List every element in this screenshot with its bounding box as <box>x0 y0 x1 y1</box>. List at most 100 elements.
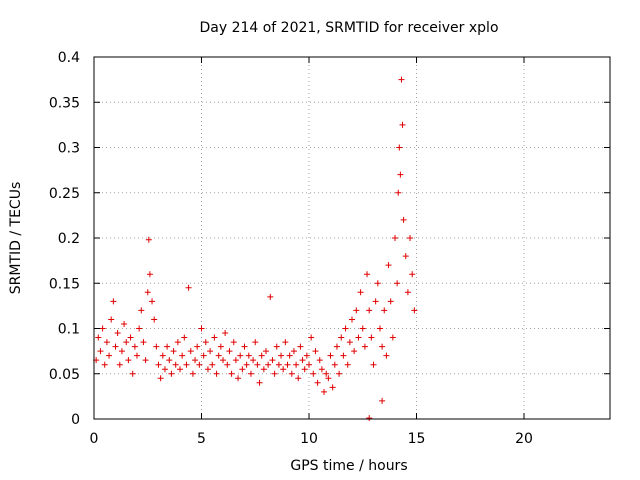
data-point <box>228 370 235 377</box>
data-point <box>121 320 128 327</box>
x-tick-label: 20 <box>515 431 533 447</box>
data-point <box>284 361 291 368</box>
data-point <box>267 293 274 300</box>
data-point <box>372 298 379 305</box>
data-point <box>144 289 151 296</box>
data-point <box>331 361 338 368</box>
data-point <box>110 298 117 305</box>
data-point <box>211 334 218 341</box>
data-point <box>397 171 404 178</box>
data-point <box>280 366 287 373</box>
data-point <box>381 307 388 314</box>
data-point <box>411 307 418 314</box>
grid <box>94 56 610 419</box>
data-point <box>323 370 330 377</box>
data-point <box>395 189 402 196</box>
data-point <box>265 361 272 368</box>
data-point <box>213 370 220 377</box>
data-point <box>361 343 368 350</box>
data-point <box>286 352 293 359</box>
data-point <box>329 384 336 391</box>
data-point <box>179 352 186 359</box>
data-point <box>131 343 138 350</box>
data-point <box>385 262 392 269</box>
data-point <box>103 339 110 346</box>
x-tick-label: 0 <box>90 431 99 447</box>
data-point <box>222 330 229 337</box>
data-point <box>202 339 209 346</box>
y-tick-label: 0.15 <box>49 276 80 292</box>
data-point <box>325 375 332 382</box>
data-point <box>142 357 149 364</box>
data-point <box>342 325 349 332</box>
data-point <box>355 334 362 341</box>
data-point <box>159 352 166 359</box>
data-point <box>275 361 282 368</box>
y-tick-label: 0.3 <box>58 141 80 157</box>
data-point <box>353 307 360 314</box>
data-point <box>359 325 366 332</box>
data-point <box>123 339 130 346</box>
data-point <box>394 280 401 287</box>
data-point <box>245 352 252 359</box>
data-point <box>336 370 343 377</box>
data-point <box>230 339 237 346</box>
data-point <box>112 343 119 350</box>
data-point <box>349 316 355 323</box>
data-point <box>364 271 371 278</box>
scatter-points <box>93 76 418 422</box>
data-point <box>140 339 147 346</box>
data-point <box>215 352 222 359</box>
data-point <box>409 271 416 278</box>
data-point <box>346 339 353 346</box>
data-point <box>187 348 194 355</box>
data-point <box>310 370 317 377</box>
data-point <box>327 352 334 359</box>
data-point <box>241 343 248 350</box>
data-point <box>301 366 308 373</box>
data-point <box>271 370 278 377</box>
data-point <box>108 316 115 323</box>
data-point <box>116 361 123 368</box>
data-point <box>316 357 323 364</box>
data-point <box>172 361 179 368</box>
data-point <box>366 307 373 314</box>
data-point <box>200 352 207 359</box>
data-point <box>379 397 386 404</box>
data-point <box>99 325 106 332</box>
data-point <box>95 334 102 341</box>
data-point <box>400 216 407 223</box>
data-point <box>288 370 295 377</box>
data-point <box>198 325 205 332</box>
data-point <box>237 352 244 359</box>
data-point <box>402 253 409 260</box>
data-point <box>256 379 263 386</box>
data-point <box>232 357 239 364</box>
y-tick-label: 0.05 <box>49 367 80 383</box>
data-point <box>293 361 300 368</box>
data-point <box>389 334 396 341</box>
plot-frame <box>93 56 611 420</box>
data-point <box>290 348 297 355</box>
data-point <box>101 361 108 368</box>
data-point <box>114 330 121 337</box>
data-point <box>376 325 383 332</box>
data-point <box>263 348 269 355</box>
data-point <box>258 352 265 359</box>
data-point <box>351 348 358 355</box>
y-tick-label: 0.2 <box>58 231 80 247</box>
data-point <box>134 352 140 359</box>
data-point <box>196 361 203 368</box>
y-axis-label: SRMTID / TECUs <box>8 182 24 295</box>
data-point <box>252 339 259 346</box>
data-point <box>151 316 158 323</box>
data-point <box>398 76 405 83</box>
data-point <box>383 352 390 359</box>
data-point <box>273 343 280 350</box>
data-point <box>299 357 306 364</box>
data-point <box>297 343 304 350</box>
data-point <box>138 307 145 314</box>
data-point <box>161 366 168 373</box>
data-point <box>168 370 175 377</box>
